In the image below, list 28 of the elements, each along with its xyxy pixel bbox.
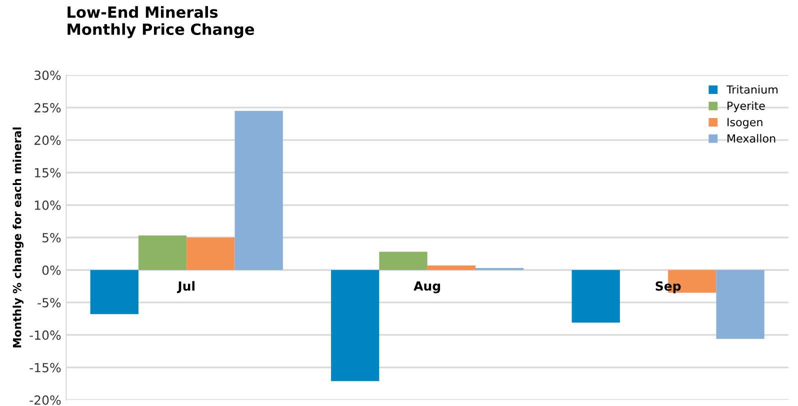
bar bbox=[90, 270, 138, 314]
bar bbox=[716, 270, 764, 339]
bar bbox=[427, 265, 476, 270]
x-tick-label: Aug bbox=[414, 281, 440, 294]
y-tick-label: -15% bbox=[30, 362, 61, 372]
y-tick-label: 15% bbox=[34, 168, 61, 178]
chart-title: Low-End Minerals Monthly Price Change bbox=[68, 6, 254, 38]
legend-label: Pyerite bbox=[728, 101, 765, 112]
y-tick-label: 10% bbox=[34, 200, 61, 210]
bar bbox=[138, 236, 187, 270]
y-tick-label: 25% bbox=[34, 103, 61, 113]
bar bbox=[379, 252, 428, 270]
legend-label: Mexallon bbox=[728, 134, 776, 143]
y-tick-label: -10% bbox=[30, 330, 61, 340]
y-tick-label: -5% bbox=[38, 298, 61, 308]
legend-label: Tritanium bbox=[726, 85, 778, 94]
y-tick-label: -20% bbox=[30, 395, 61, 405]
bar bbox=[186, 238, 235, 270]
bar bbox=[234, 110, 283, 270]
y-tick-label: 30% bbox=[34, 70, 61, 80]
y-tick-label: 0% bbox=[42, 265, 61, 275]
y-tick-label: 20% bbox=[34, 136, 61, 145]
y-axis-title: Monthly % change for each mineral bbox=[12, 128, 24, 348]
bar bbox=[572, 270, 620, 323]
y-tick-label: 5% bbox=[42, 232, 61, 242]
bar bbox=[331, 270, 380, 382]
x-tick-label: Jul bbox=[176, 281, 194, 294]
legend-label: Isogen bbox=[728, 118, 762, 128]
